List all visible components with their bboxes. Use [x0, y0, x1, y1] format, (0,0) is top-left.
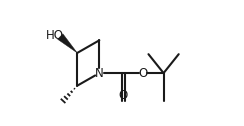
- Text: O: O: [119, 89, 128, 102]
- Text: N: N: [95, 67, 104, 80]
- Polygon shape: [58, 34, 77, 53]
- Text: HO: HO: [45, 29, 63, 42]
- Text: O: O: [139, 67, 148, 80]
